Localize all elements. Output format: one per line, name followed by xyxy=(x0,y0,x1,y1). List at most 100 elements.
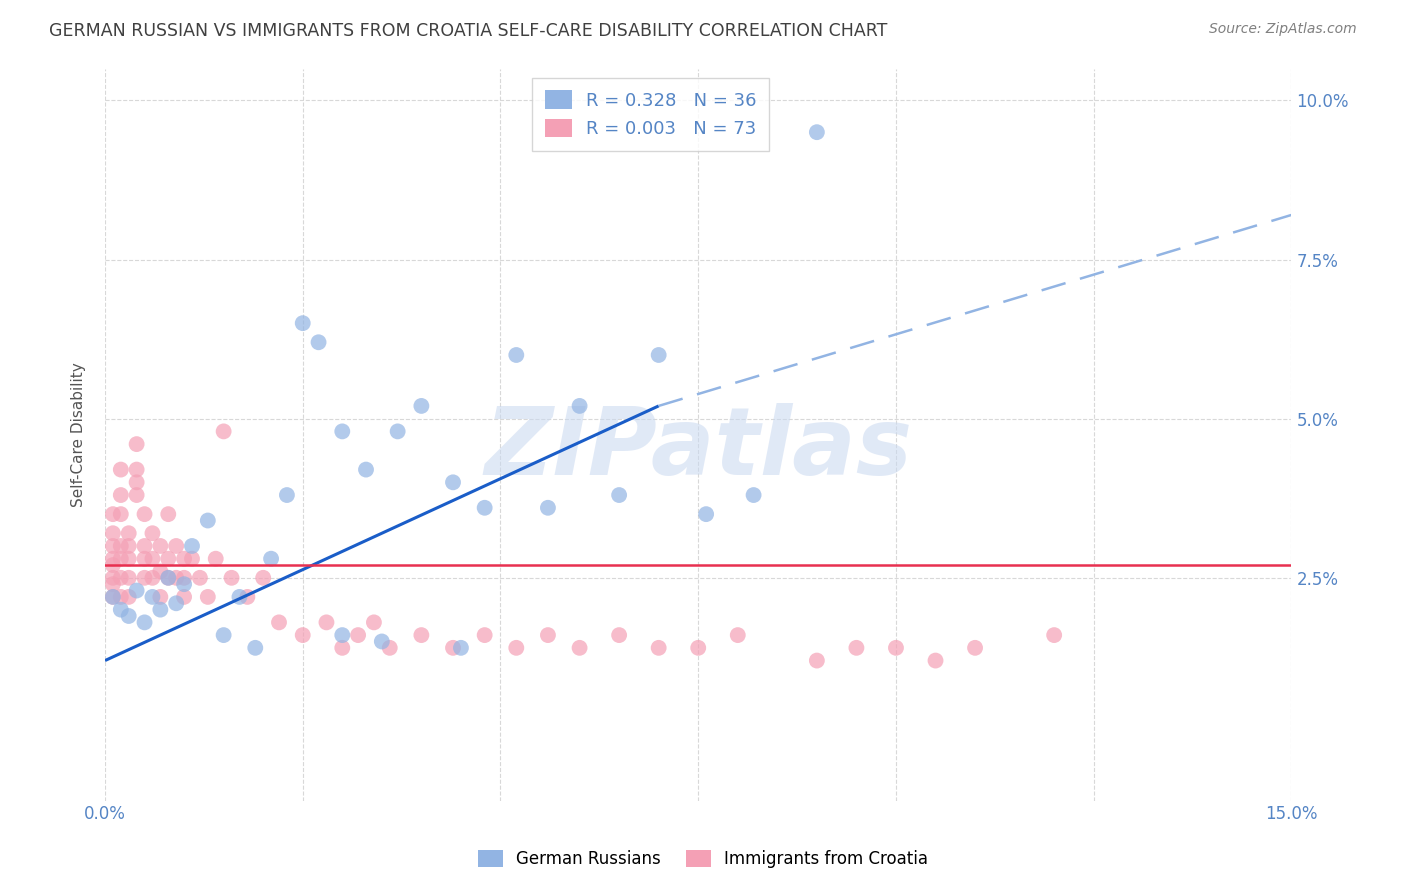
Point xyxy=(110,539,132,553)
Point xyxy=(173,577,195,591)
Y-axis label: Self-Care Disability: Self-Care Disability xyxy=(72,362,86,507)
Point xyxy=(1043,628,1066,642)
Point xyxy=(267,615,290,630)
Point xyxy=(228,590,250,604)
Point xyxy=(141,551,163,566)
Point xyxy=(276,488,298,502)
Point xyxy=(474,500,496,515)
Point xyxy=(330,425,353,439)
Point xyxy=(647,348,669,362)
Point xyxy=(450,640,472,655)
Point xyxy=(727,628,749,642)
Point xyxy=(165,539,187,553)
Point xyxy=(134,539,156,553)
Point xyxy=(141,590,163,604)
Point xyxy=(110,507,132,521)
Point xyxy=(118,571,141,585)
Point xyxy=(134,615,156,630)
Point xyxy=(291,316,314,330)
Point xyxy=(354,462,377,476)
Point xyxy=(101,539,124,553)
Point xyxy=(742,488,765,502)
Point xyxy=(157,571,180,585)
Point xyxy=(149,539,172,553)
Point xyxy=(173,551,195,566)
Point xyxy=(441,475,464,490)
Legend: German Russians, Immigrants from Croatia: German Russians, Immigrants from Croatia xyxy=(471,843,935,875)
Point xyxy=(125,475,148,490)
Point xyxy=(924,654,946,668)
Point xyxy=(149,602,172,616)
Point xyxy=(125,462,148,476)
Point xyxy=(378,640,401,655)
Point xyxy=(110,488,132,502)
Point xyxy=(118,590,141,604)
Point xyxy=(308,335,330,350)
Point xyxy=(173,590,195,604)
Text: GERMAN RUSSIAN VS IMMIGRANTS FROM CROATIA SELF-CARE DISABILITY CORRELATION CHART: GERMAN RUSSIAN VS IMMIGRANTS FROM CROATI… xyxy=(49,22,887,40)
Point xyxy=(125,583,148,598)
Point xyxy=(118,609,141,624)
Point xyxy=(157,507,180,521)
Point xyxy=(505,348,527,362)
Point xyxy=(330,640,353,655)
Point xyxy=(806,654,828,668)
Point xyxy=(181,551,204,566)
Point xyxy=(181,539,204,553)
Point xyxy=(568,640,591,655)
Point xyxy=(363,615,385,630)
Point xyxy=(141,526,163,541)
Point xyxy=(197,590,219,604)
Point xyxy=(688,640,710,655)
Legend: R = 0.328   N = 36, R = 0.003   N = 73: R = 0.328 N = 36, R = 0.003 N = 73 xyxy=(531,78,769,151)
Point xyxy=(188,571,211,585)
Point xyxy=(118,526,141,541)
Point xyxy=(204,551,226,566)
Point xyxy=(695,507,717,521)
Point xyxy=(101,558,124,572)
Point xyxy=(411,628,433,642)
Text: ZIPatlas: ZIPatlas xyxy=(484,403,912,495)
Point xyxy=(647,640,669,655)
Point xyxy=(236,590,259,604)
Point xyxy=(110,602,132,616)
Point xyxy=(387,425,409,439)
Point xyxy=(118,551,141,566)
Point xyxy=(260,551,283,566)
Point xyxy=(110,571,132,585)
Point xyxy=(165,571,187,585)
Point xyxy=(965,640,987,655)
Point xyxy=(505,640,527,655)
Point xyxy=(149,590,172,604)
Point xyxy=(118,539,141,553)
Point xyxy=(134,507,156,521)
Point xyxy=(101,590,124,604)
Point xyxy=(134,551,156,566)
Point xyxy=(252,571,274,585)
Point xyxy=(537,500,560,515)
Point xyxy=(101,526,124,541)
Point xyxy=(197,514,219,528)
Point xyxy=(101,571,124,585)
Point xyxy=(212,425,235,439)
Text: Source: ZipAtlas.com: Source: ZipAtlas.com xyxy=(1209,22,1357,37)
Point xyxy=(141,571,163,585)
Point xyxy=(330,628,353,642)
Point xyxy=(474,628,496,642)
Point xyxy=(568,399,591,413)
Point xyxy=(291,628,314,642)
Point xyxy=(134,571,156,585)
Point xyxy=(537,628,560,642)
Point xyxy=(101,577,124,591)
Point xyxy=(101,507,124,521)
Point xyxy=(110,462,132,476)
Point xyxy=(173,571,195,585)
Point xyxy=(221,571,243,585)
Point xyxy=(212,628,235,642)
Point xyxy=(411,399,433,413)
Point xyxy=(315,615,337,630)
Point xyxy=(245,640,267,655)
Point xyxy=(110,551,132,566)
Point xyxy=(607,628,630,642)
Point xyxy=(149,565,172,579)
